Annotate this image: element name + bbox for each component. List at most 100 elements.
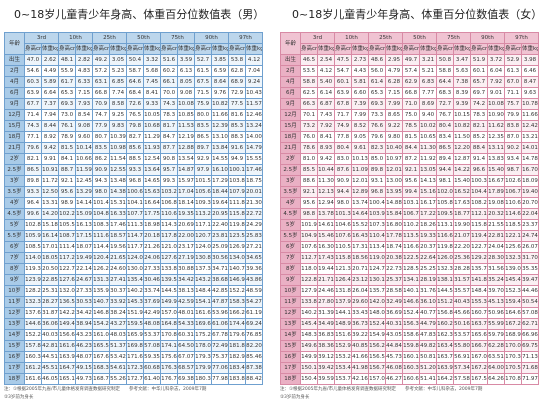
header-row: 年龄 3rd 10th 25th 50th 75th 90th 97th [4,32,263,55]
height-cell: 134.0 [228,252,246,264]
height-cell: 110.5 [334,241,352,253]
weight-cell: 9.08 [177,87,195,99]
age-cell: 2岁 [280,153,301,165]
height-cell: 95.6 [402,175,420,187]
percentile-header: 90th [194,32,229,44]
weight-cell: 12.46 [245,109,263,121]
weight-cell: 61.06 [211,318,229,330]
data-row: 17岁 161.2 45.51 164.7 49.15 168.3 54.61 172.3 60… [4,362,263,374]
height-cell: 89.4 [436,153,454,165]
height-cell: 117.8 [160,230,178,242]
weight-cell: 2.54 [317,54,335,66]
height-cell: 124.7 [368,263,386,275]
weight-cell: 13.24 [245,120,263,132]
weight-cell: 13.64 [143,164,161,176]
height-cell: 149.6 [300,340,318,352]
height-cell: 161.2 [24,362,42,374]
weight-cell: 14.13 [419,175,437,187]
height-cell: 129.2 [470,252,488,264]
weight-cell: 31.57 [453,274,471,286]
age-cell: 4岁 [280,197,301,209]
height-cell: 88.5 [126,153,144,165]
height-cell: 47.0 [24,54,42,66]
height-cell: 61.7 [58,76,76,88]
weight-cell: 44.79 [419,318,437,330]
height-cell: 101.3 [334,208,352,220]
weight-cell: 19.64 [211,197,229,209]
weight-cell: 36.69 [385,307,403,319]
age-cell: 6月 [280,87,301,99]
age-cell: 2岁 [4,153,25,165]
percentile-header: 10th [334,32,369,44]
height-cell: 52.7 [194,54,212,66]
height-cell: 91.4 [470,153,488,165]
height-cell: 172.7 [126,373,144,385]
weight-cell: 56.91 [453,351,471,363]
height-cell: 154.9 [368,329,386,341]
data-row: 7岁 112.7 17.43 115.8 18.56 119.0 20.38 122.5 22.… [280,252,539,264]
weight-cell: 19.44 [317,263,335,275]
height-cell: 171.6 [126,351,144,363]
weight-cell: 19.08 [487,197,505,209]
height-cell: 99.6 [24,208,42,220]
weight-cell: 23.81 [211,230,229,242]
height-cell: 72.7 [436,98,454,110]
height-cell: 148.9 [334,318,352,330]
table-title: 0~18岁儿童青少年身高、体重百分位数值表（女） [292,8,541,21]
weight-cell: 8.54 [75,109,93,121]
height-cell: 119.0 [368,252,386,264]
height-header: 身高cm [24,43,42,55]
weight-cell: 15.16 [419,186,437,198]
weight-cell: 10.78 [521,98,539,110]
weight-cell: 10.90 [487,109,505,121]
weight-cell: 25.36 [453,252,471,264]
height-cell: 69.7 [470,87,488,99]
age-cell: 15月 [280,120,301,132]
height-cell: 86.2 [92,153,110,165]
height-cell: 98.8 [300,208,318,220]
weight-cell: 7.43 [317,109,335,121]
weight-cell: 34.42 [75,307,93,319]
height-cell: 93.3 [126,164,144,176]
weight-cell: 40.77 [419,307,437,319]
weight-cell: 16.52 [453,186,471,198]
height-cell: 76.1 [58,120,76,132]
height-cell: 117.1 [194,219,212,231]
age-cell: 3.5岁 [280,186,301,198]
weight-cell: 22.20 [453,241,471,253]
weight-cell: 7.77 [419,87,437,99]
weight-cell: 32.49 [385,296,403,308]
weight-cell: 27.41 [109,274,127,286]
height-cell: 83.0 [334,153,352,165]
weight-cell: 31.39 [317,307,335,319]
weight-cell: 43.86 [245,274,263,286]
weight-cell: 21.30 [245,197,263,209]
weight-cell: 48.03 [109,329,127,341]
weight-cell: 39.42 [317,362,335,374]
height-cell: 160.6 [402,373,420,385]
height-cell: 98.0 [92,186,110,198]
weight-cell: 48.07 [75,351,93,363]
height-cell: 178.0 [194,340,212,352]
height-cell: 122.1 [504,230,522,242]
weight-cell: 40.43 [453,296,471,308]
height-cell: 54.6 [24,65,42,77]
weight-cell: 7.93 [75,98,93,110]
weight-cell: 13.00 [385,175,403,187]
age-cell: 6月 [4,87,25,99]
height-cell: 132.3 [436,263,454,275]
height-cell: 142.0 [368,296,386,308]
height-cell: 148.3 [300,329,318,341]
weight-cell: 60.68 [143,362,161,374]
weight-cell: 49.73 [75,373,93,385]
weight-cell: 8.52 [351,120,369,132]
height-cell: 104.4 [470,186,488,198]
weight-cell: 14.20 [41,208,59,220]
height-header: 身高cm [92,43,110,55]
weight-cell: 9.39 [453,98,471,110]
height-cell: 157.0 [160,307,178,319]
weight-cell: 14.78 [521,153,539,165]
data-row: 3.5岁 93.3 12.50 95.6 13.29 98.0 14.38 100.6 15.6… [4,186,263,198]
weight-cell: 46.08 [385,362,403,374]
weight-cell: 25.25 [419,263,437,275]
